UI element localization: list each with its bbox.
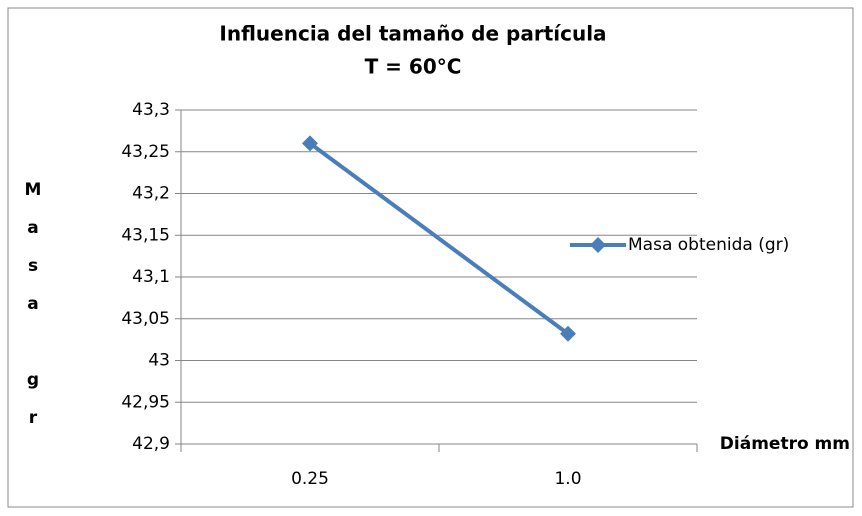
legend-label: Masa obtenida (gr) [628, 235, 789, 255]
chart-title: Influencia del tamaño de partícula [219, 22, 606, 46]
y-tick-label: 43,15 [121, 225, 170, 245]
x-tick-label: 0.25 [291, 469, 329, 489]
y-tick-label: 43 [148, 351, 170, 371]
chart-border [7, 7, 854, 508]
series-line [308, 141, 570, 336]
y-tick-label: 43,2 [132, 184, 170, 204]
y-tick-label: 43,05 [121, 309, 170, 329]
y-tick-label: 43,3 [132, 100, 170, 120]
data-point [302, 135, 318, 152]
data-point [560, 325, 576, 342]
x-tick-label: 1.0 [554, 469, 581, 489]
chart-subtitle: T = 60°C [365, 55, 462, 79]
y-tick-label: 43,1 [132, 267, 170, 287]
x-axis-label: Diámetro mm [720, 434, 850, 454]
y-tick-label: 43,25 [121, 142, 170, 162]
y-tick-label: 42,95 [121, 392, 170, 412]
y-tick-label: 42,9 [132, 434, 170, 454]
legend-marker [590, 237, 606, 253]
